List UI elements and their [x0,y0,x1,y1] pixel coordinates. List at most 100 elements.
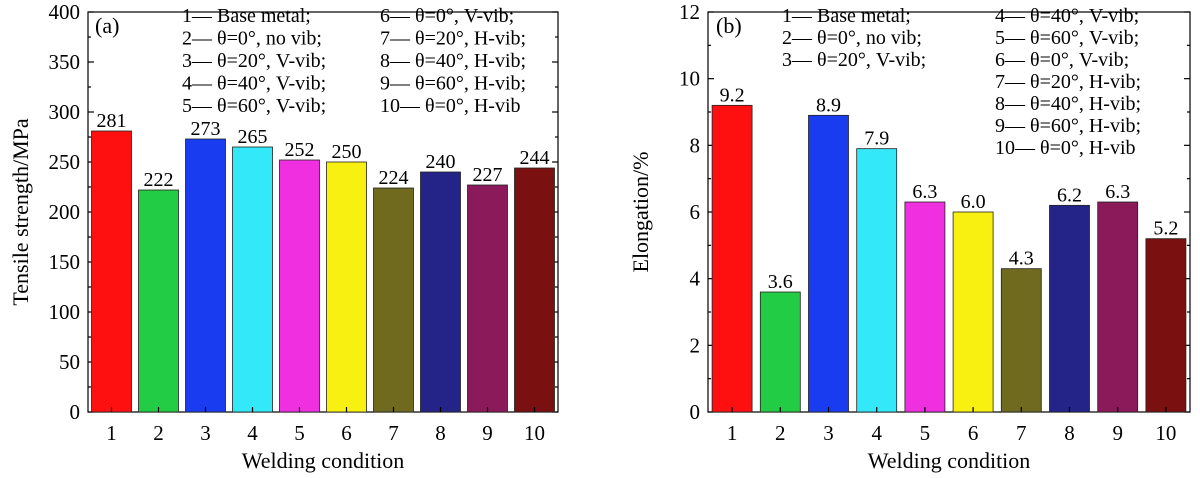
bar-3 [185,138,226,413]
chart-panel-a: 0501001502002503003504002811222227332654… [8,0,559,473]
bar-9 [467,184,508,413]
bar-5 [279,159,320,413]
y-tick-label: 100 [49,300,81,324]
y-tick-label: 300 [49,100,81,124]
legend-entry: 2— θ=0°, no vib; [782,27,922,49]
bar-value-label: 240 [426,151,456,173]
x-tick-label: 5 [920,421,931,445]
legend-entry: 3— θ=20°, V-vib; [782,49,926,71]
legend-entry: 2— θ=0°, no vib; [182,28,322,50]
x-tick-label: 7 [388,421,399,445]
x-tick-label: 8 [435,421,446,445]
bar-value-label: 6.3 [912,181,937,203]
legend-entry: 7— θ=20°, H-vib; [995,71,1141,93]
bar-value-label: 250 [332,141,362,163]
bar-value-label: 3.6 [768,271,793,293]
bar-8 [420,171,461,413]
bar-value-label: 9.2 [720,84,745,106]
bar-4 [856,148,898,413]
x-tick-label: 3 [200,421,211,445]
bar-value-label: 5.2 [1153,218,1178,240]
bar-10 [514,167,555,413]
bar-7 [373,187,414,413]
y-tick-label: 0 [690,400,701,424]
legend-entry: 9— θ=60°, H-vib; [995,115,1141,137]
bar-value-label: 6.2 [1057,184,1082,206]
bar-value-label: 224 [379,167,409,189]
y-tick-label: 50 [59,350,80,374]
x-tick-label: 8 [1064,421,1075,445]
x-tick-label: 2 [153,421,164,445]
legend-entry: 7— θ=20°, H-vib; [380,28,526,50]
bar-10 [1145,238,1187,413]
bar-5 [904,201,946,413]
bar-value-label: 6.0 [961,191,986,213]
y-tick-label: 350 [49,50,81,74]
legend-entry: 1— Base metal; [782,5,911,27]
legend-entry: 5— θ=60°, V-vib; [182,95,326,117]
panel-label: (b) [716,13,742,38]
x-tick-label: 10 [1155,421,1176,445]
bar-1 [91,130,132,413]
bar-value-label: 244 [520,147,550,169]
y-tick-label: 4 [690,267,701,291]
y-tick-label: 2 [690,333,701,357]
bar-value-label: 227 [473,164,503,186]
bar-4 [232,146,273,413]
y-tick-label: 200 [49,200,81,224]
x-tick-label: 1 [727,421,738,445]
bar-value-label: 4.3 [1009,248,1034,270]
y-tick-label: 150 [49,250,81,274]
x-tick-label: 6 [968,421,979,445]
legend-entry: 1— Base metal; [182,5,311,27]
legend-entry: 10— θ=0°, H-vib [995,137,1136,159]
y-tick-label: 250 [49,150,81,174]
bar-value-label: 281 [97,110,127,132]
x-axis-label: Welding condition [868,448,1031,473]
y-tick-label: 6 [690,200,701,224]
x-tick-label: 9 [1112,421,1123,445]
bar-3 [808,114,849,413]
x-tick-label: 2 [775,421,786,445]
bar-value-label: 8.9 [816,94,841,116]
bar-7 [1000,268,1042,413]
chart-panel-b: 0 2 4 6 8 10 12 9.2 1 3.6 2 8.9 3 7.9 4 6.3 5 6.0 6 4.3 7 6.2… [628,0,1191,473]
legend-entry: 3— θ=20°, V-vib; [182,50,326,72]
legend-entry: 5— θ=60°, V-vib; [995,27,1139,49]
legend-entry: 9— θ=60°, H-vib; [380,73,526,95]
x-tick-label: 6 [341,421,352,445]
bar-value-label: 222 [144,169,174,191]
bar-6 [952,211,994,413]
x-tick-label: 9 [482,421,493,445]
bar-8 [1049,204,1090,413]
legend-entry: 6— θ=0°, V-vib; [995,49,1129,71]
x-tick-label: 4 [247,421,258,445]
y-tick-label: 0 [70,400,81,424]
legend-entry: 8— θ=40°, H-vib; [995,93,1141,115]
bar-value-label: 6.3 [1105,181,1130,203]
legend-entry: 10— θ=0°, H-vib [380,95,521,117]
y-tick-label: 400 [49,0,81,24]
legend-entry: 8— θ=40°, H-vib; [380,50,526,72]
x-axis-label: Welding condition [242,448,405,473]
x-tick-label: 4 [871,421,882,445]
legend-entry: 4— θ=40°, V-vib; [182,73,326,95]
bar-2 [759,291,801,413]
bar-2 [138,189,179,413]
y-tick-label: 10 [679,67,700,91]
x-tick-label: 10 [524,421,545,445]
bar-value-label: 265 [238,126,268,148]
bar-9 [1097,201,1139,413]
x-tick-label: 5 [294,421,305,445]
legend-entry: 4— θ=40°, V-vib; [995,5,1139,27]
y-axis-label: Elongation/% [628,152,653,273]
bar-1 [711,104,753,413]
bar-6 [326,161,367,413]
x-tick-label: 7 [1016,421,1027,445]
panel-label: (a) [95,13,119,38]
x-tick-label: 3 [823,421,834,445]
y-axis-label: Tensile strength/MPa [8,118,33,306]
legend-entry: 6— θ=0°, V-vib; [380,5,514,27]
bar-value-label: 273 [191,118,221,140]
